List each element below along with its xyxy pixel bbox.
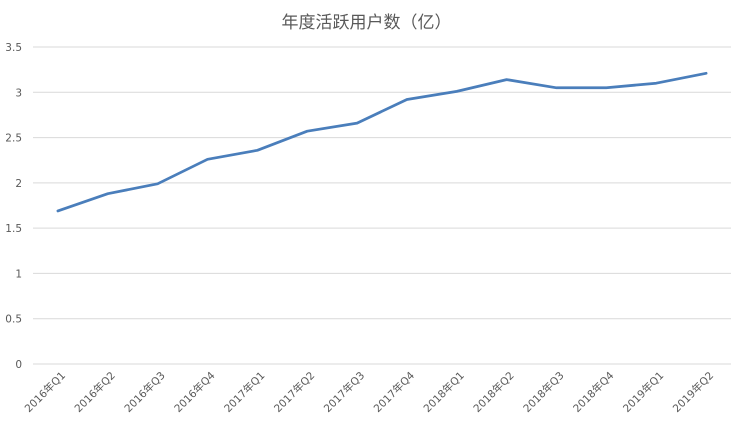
x-tick-label: 2017年Q4 <box>371 369 417 415</box>
gridlines <box>33 46 731 365</box>
x-tick-label: 2016年Q1 <box>22 369 68 415</box>
x-tick-label: 2019年Q1 <box>620 369 666 415</box>
x-tick-label: 2016年Q4 <box>172 369 218 415</box>
x-tick-label: 2017年Q1 <box>221 369 267 415</box>
y-tick-label: 3.5 <box>5 42 22 54</box>
x-axis-ticks: 2016年Q1 2016年Q2 2016年Q3 2016年Q4 2017年Q1 2017年… <box>22 369 716 415</box>
x-tick-label: 2017年Q3 <box>321 369 367 415</box>
y-tick-label: 0.5 <box>5 314 22 326</box>
y-tick-label: 1 <box>15 268 22 280</box>
x-tick-label: 2019年Q2 <box>670 369 716 415</box>
y-tick-label: 2.5 <box>5 133 22 145</box>
chart-title: 年度活跃用户数（亿） <box>281 13 452 33</box>
x-tick-label: 2018年Q1 <box>421 369 467 415</box>
series-layer <box>56 71 708 213</box>
y-tick-label: 2 <box>15 178 22 190</box>
x-tick-label: 2016年Q2 <box>72 369 118 415</box>
x-tick-label: 2016年Q3 <box>122 369 168 415</box>
x-tick-label: 2018年Q3 <box>521 369 567 415</box>
y-axis-ticks: 0 0.5 1 1.5 2 2.5 3 3.5 <box>5 42 22 371</box>
y-tick-label: 0 <box>15 359 22 371</box>
x-tick-label: 2017年Q2 <box>271 369 317 415</box>
x-tick-label: 2018年Q2 <box>471 369 517 415</box>
x-tick-label: 2018年Q4 <box>570 369 616 415</box>
y-tick-label: 3 <box>15 87 22 99</box>
y-tick-label: 1.5 <box>5 223 22 235</box>
series-line <box>56 71 708 213</box>
